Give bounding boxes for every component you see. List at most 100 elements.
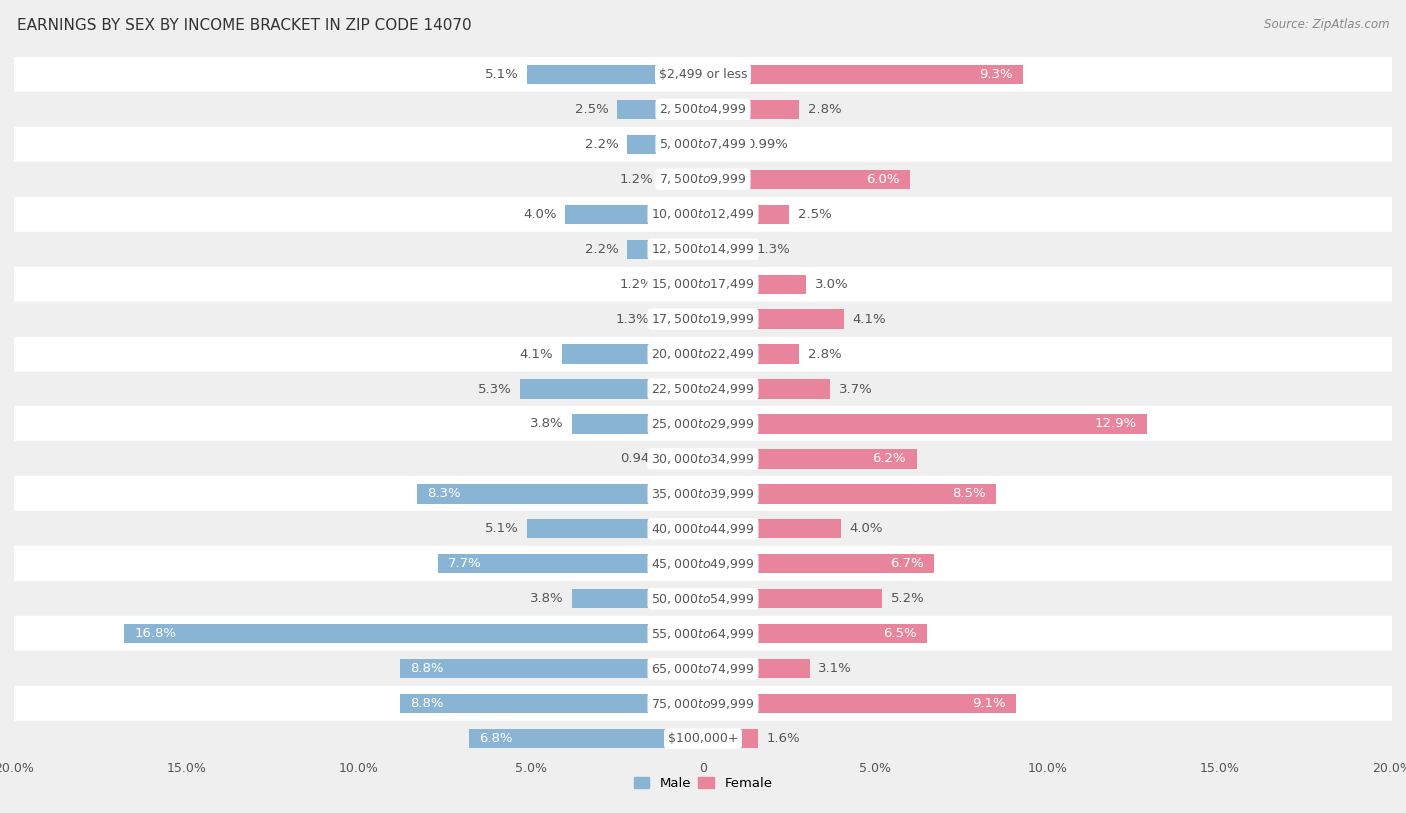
- Bar: [703, 485, 995, 503]
- Text: 3.7%: 3.7%: [839, 383, 873, 395]
- Bar: [565, 205, 703, 224]
- Text: 5.3%: 5.3%: [478, 383, 512, 395]
- Text: $2,500 to $4,999: $2,500 to $4,999: [659, 102, 747, 116]
- Bar: [527, 65, 703, 84]
- Text: 9.3%: 9.3%: [980, 68, 1012, 80]
- Text: 2.8%: 2.8%: [808, 348, 842, 360]
- Bar: [703, 694, 1017, 713]
- Text: 8.8%: 8.8%: [411, 663, 444, 675]
- Text: $25,000 to $29,999: $25,000 to $29,999: [651, 417, 755, 431]
- Text: 1.6%: 1.6%: [766, 733, 800, 745]
- Bar: [627, 135, 703, 154]
- Text: 2.5%: 2.5%: [575, 103, 609, 115]
- Bar: [703, 624, 927, 643]
- Text: 8.3%: 8.3%: [427, 488, 461, 500]
- Bar: [14, 721, 1392, 756]
- Text: $22,500 to $24,999: $22,500 to $24,999: [651, 382, 755, 396]
- Text: 3.8%: 3.8%: [530, 418, 564, 430]
- Bar: [14, 57, 1392, 92]
- Text: 16.8%: 16.8%: [135, 628, 177, 640]
- Bar: [14, 581, 1392, 616]
- Bar: [14, 406, 1392, 441]
- Text: 3.1%: 3.1%: [818, 663, 852, 675]
- Text: $40,000 to $44,999: $40,000 to $44,999: [651, 522, 755, 536]
- Bar: [418, 485, 703, 503]
- Text: 5.2%: 5.2%: [891, 593, 925, 605]
- Bar: [14, 162, 1392, 197]
- Text: 8.8%: 8.8%: [411, 698, 444, 710]
- Bar: [703, 659, 810, 678]
- Bar: [703, 380, 831, 398]
- Text: 2.2%: 2.2%: [585, 138, 619, 150]
- Text: $15,000 to $17,499: $15,000 to $17,499: [651, 277, 755, 291]
- Text: $65,000 to $74,999: $65,000 to $74,999: [651, 662, 755, 676]
- Bar: [124, 624, 703, 643]
- Bar: [527, 520, 703, 538]
- Text: $30,000 to $34,999: $30,000 to $34,999: [651, 452, 755, 466]
- Text: Source: ZipAtlas.com: Source: ZipAtlas.com: [1264, 18, 1389, 31]
- Text: 0.94%: 0.94%: [620, 453, 662, 465]
- Bar: [14, 337, 1392, 372]
- Text: $45,000 to $49,999: $45,000 to $49,999: [651, 557, 755, 571]
- Bar: [703, 275, 807, 293]
- Text: 8.5%: 8.5%: [952, 488, 986, 500]
- Text: 2.8%: 2.8%: [808, 103, 842, 115]
- Legend: Male, Female: Male, Female: [628, 772, 778, 795]
- Bar: [399, 694, 703, 713]
- Text: $2,499 or less: $2,499 or less: [659, 68, 747, 80]
- Bar: [703, 100, 800, 119]
- Bar: [703, 450, 917, 468]
- Text: 0.99%: 0.99%: [745, 138, 787, 150]
- Text: $55,000 to $64,999: $55,000 to $64,999: [651, 627, 755, 641]
- Text: 6.2%: 6.2%: [873, 453, 907, 465]
- Text: $100,000+: $100,000+: [668, 733, 738, 745]
- Bar: [14, 651, 1392, 686]
- Bar: [14, 476, 1392, 511]
- Text: $12,500 to $14,999: $12,500 to $14,999: [651, 242, 755, 256]
- Text: $75,000 to $99,999: $75,000 to $99,999: [651, 697, 755, 711]
- Bar: [14, 302, 1392, 337]
- Bar: [703, 205, 789, 224]
- Text: 4.0%: 4.0%: [523, 208, 557, 220]
- Bar: [703, 589, 882, 608]
- Bar: [14, 686, 1392, 721]
- Bar: [703, 520, 841, 538]
- Text: 12.9%: 12.9%: [1095, 418, 1137, 430]
- Bar: [627, 240, 703, 259]
- Text: 1.3%: 1.3%: [616, 313, 650, 325]
- Text: 3.8%: 3.8%: [530, 593, 564, 605]
- Bar: [662, 275, 703, 293]
- Bar: [703, 240, 748, 259]
- Bar: [14, 616, 1392, 651]
- Bar: [14, 267, 1392, 302]
- Bar: [617, 100, 703, 119]
- Text: 1.2%: 1.2%: [619, 278, 652, 290]
- Bar: [671, 450, 703, 468]
- Bar: [14, 127, 1392, 162]
- Bar: [14, 92, 1392, 127]
- Bar: [399, 659, 703, 678]
- Text: 6.0%: 6.0%: [866, 173, 900, 185]
- Bar: [14, 372, 1392, 406]
- Bar: [572, 589, 703, 608]
- Bar: [703, 729, 758, 748]
- Text: 7.7%: 7.7%: [449, 558, 482, 570]
- Bar: [14, 511, 1392, 546]
- Text: 5.1%: 5.1%: [485, 68, 519, 80]
- Text: 1.3%: 1.3%: [756, 243, 790, 255]
- Bar: [14, 546, 1392, 581]
- Bar: [437, 554, 703, 573]
- Text: 1.2%: 1.2%: [619, 173, 652, 185]
- Bar: [572, 415, 703, 433]
- Text: 2.5%: 2.5%: [797, 208, 831, 220]
- Bar: [658, 310, 703, 328]
- Bar: [703, 135, 737, 154]
- Text: 4.1%: 4.1%: [853, 313, 886, 325]
- Bar: [703, 65, 1024, 84]
- Bar: [703, 415, 1147, 433]
- Bar: [14, 232, 1392, 267]
- Text: 4.0%: 4.0%: [849, 523, 883, 535]
- Text: 5.1%: 5.1%: [485, 523, 519, 535]
- Text: 6.8%: 6.8%: [479, 733, 513, 745]
- Bar: [468, 729, 703, 748]
